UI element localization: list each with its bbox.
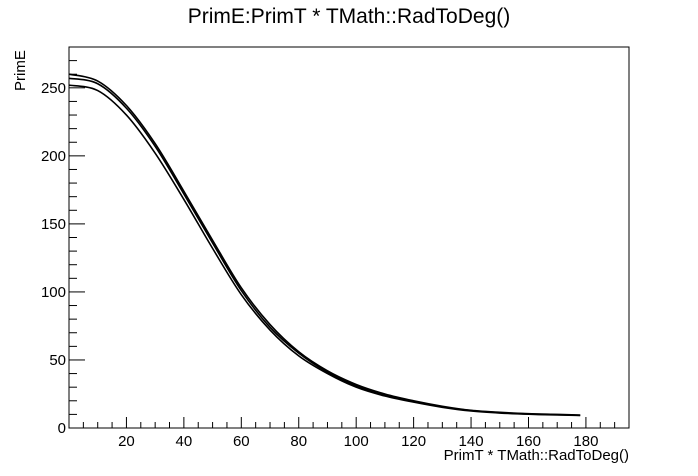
x-tick-label: 160: [516, 433, 541, 450]
series-line-1: [68, 73, 581, 416]
x-tick-label: 80: [290, 433, 307, 450]
y-tick-label: 200: [41, 148, 66, 165]
x-tick-label: 60: [233, 433, 250, 450]
series-line-3: [68, 84, 581, 417]
x-tick-label: 180: [573, 433, 598, 450]
x-tick-label: 40: [176, 433, 193, 450]
x-tick-label: 20: [118, 433, 135, 450]
plot-frame: [68, 46, 630, 429]
x-axis-label: PrimT * TMath::RadToDeg(): [444, 447, 629, 464]
y-tick-label: 50: [49, 352, 66, 369]
x-tick-label: 100: [344, 433, 369, 450]
y-tick-label: 100: [41, 284, 66, 301]
data-curves: [68, 73, 581, 417]
x-tick-label: 140: [459, 433, 484, 450]
x-tick-label: 120: [401, 433, 426, 450]
axis-ticks: 20 40 60 80 100 120 140 160 180 0 50 100 150 200 250: [41, 60, 616, 450]
y-axis-label: PrimE: [12, 50, 29, 91]
y-tick-label: 150: [41, 216, 66, 233]
chart-title: PrimE:PrimT * TMath::RadToDeg(): [188, 5, 510, 28]
y-tick-label: 0: [58, 420, 66, 437]
y-tick-label: 250: [41, 80, 66, 97]
